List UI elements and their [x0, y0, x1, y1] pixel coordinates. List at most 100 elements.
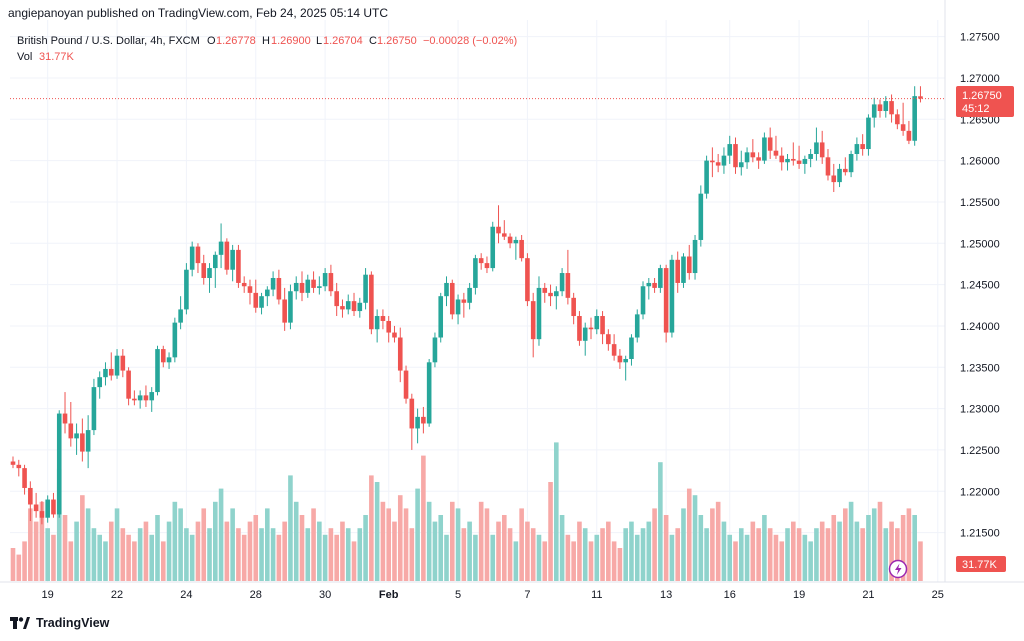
candle — [207, 263, 212, 293]
volume-bar — [114, 508, 120, 581]
candle — [750, 139, 756, 163]
candle — [606, 329, 611, 351]
candle — [866, 114, 871, 156]
candle — [33, 492, 39, 518]
volume-bar — [160, 541, 166, 581]
volume-bar — [808, 541, 813, 581]
time-tick-label: 30 — [319, 589, 331, 601]
candle — [773, 135, 779, 159]
time-tick-label: 28 — [250, 589, 262, 601]
ohlc-open: 1.26778 — [216, 35, 256, 47]
price-tick-label: 1.25500 — [960, 197, 1000, 209]
candle — [247, 279, 253, 305]
candle — [669, 254, 675, 338]
volume-bar — [334, 534, 339, 581]
price-tick-label: 1.26000 — [960, 156, 1000, 168]
volume-bar — [877, 501, 883, 581]
candle — [900, 102, 906, 136]
volume-bar — [39, 501, 45, 581]
volume-bar — [426, 501, 432, 581]
candle — [727, 135, 733, 164]
candle — [397, 327, 403, 383]
price-tick-label: 1.26500 — [960, 114, 1000, 126]
candle — [825, 149, 831, 181]
volume-tag-value: 31.77K — [962, 559, 998, 571]
candle — [588, 317, 594, 340]
price-tick-label: 1.27500 — [960, 32, 1000, 44]
candle — [201, 254, 207, 285]
volume-bar — [791, 521, 796, 581]
volume-bar — [900, 515, 906, 581]
candle — [132, 390, 137, 406]
volume-bar — [56, 468, 62, 581]
volume-bar — [224, 521, 230, 581]
candle — [218, 223, 224, 269]
candle — [767, 127, 773, 159]
volume-bar — [502, 515, 507, 581]
volume-bar — [10, 548, 16, 581]
volume-bar — [507, 528, 513, 581]
candle — [288, 284, 293, 330]
candle — [611, 334, 617, 361]
volume-bar — [201, 508, 207, 581]
volume-bar — [345, 528, 351, 581]
volume-bar — [374, 482, 380, 581]
volume-bars — [10, 442, 923, 581]
flash-icon[interactable] — [888, 559, 908, 579]
time-tick-label: 13 — [660, 589, 672, 601]
candle — [577, 311, 582, 346]
volume-bar — [357, 528, 363, 581]
publisher-line: angiepanoyan published on TradingView.co… — [8, 6, 389, 20]
candle — [779, 147, 785, 171]
volume-bar — [137, 528, 143, 581]
volume-bar — [478, 501, 484, 581]
candle — [704, 155, 709, 199]
svg-text:L: L — [316, 35, 322, 47]
volume-bar — [525, 521, 530, 581]
volume-bar — [132, 541, 137, 581]
candle — [831, 163, 837, 193]
volume-bar — [698, 515, 704, 581]
candle — [519, 235, 524, 262]
candle — [409, 393, 415, 450]
volume-bar — [883, 528, 889, 581]
candle — [692, 235, 698, 280]
candle — [513, 236, 519, 260]
volume-bar — [634, 534, 640, 581]
candle — [108, 352, 114, 381]
volume-bar — [166, 521, 172, 581]
candle — [403, 365, 409, 404]
price-axis[interactable]: 1.27500 1.27000 1.26500 1.26000 1.25500 1.250… — [960, 32, 1000, 540]
volume-bar — [421, 455, 426, 581]
candle — [848, 150, 854, 178]
candle — [525, 253, 530, 307]
candle — [68, 401, 74, 447]
candle — [282, 287, 287, 331]
candle — [241, 276, 247, 293]
volume-bar — [22, 541, 27, 581]
candle — [166, 352, 172, 369]
candle — [328, 264, 334, 297]
volume-bar — [715, 501, 721, 581]
candle — [97, 371, 102, 399]
volume-bar — [686, 488, 692, 581]
candle — [160, 345, 166, 368]
candle — [259, 292, 264, 315]
volume-bar — [143, 521, 149, 581]
volume-bar — [328, 528, 334, 581]
volume-bar — [149, 534, 155, 581]
volume-bar — [565, 534, 571, 581]
time-axis[interactable]: 19 22 24 28 30 Feb 5 7 11 13 16 19 21 25 — [42, 589, 944, 601]
ohlc-close: 1.26750 — [377, 35, 417, 47]
candle — [236, 244, 241, 288]
volume-bar — [692, 495, 698, 581]
candle — [658, 264, 663, 293]
ohlc-high: 1.26900 — [271, 35, 311, 47]
volume-bar — [403, 508, 409, 581]
volume-bar — [629, 521, 634, 581]
candle — [733, 137, 738, 174]
volume-bar — [554, 442, 559, 581]
volume-bar — [588, 541, 594, 581]
volume-bar — [889, 521, 894, 581]
